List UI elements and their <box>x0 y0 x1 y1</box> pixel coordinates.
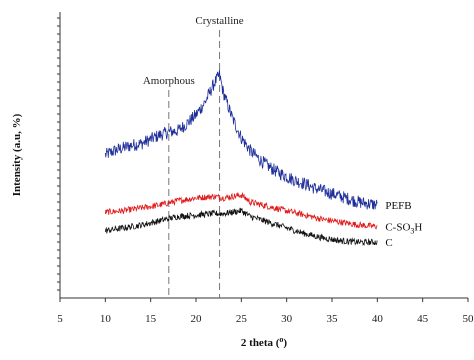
x-tick-label-10: 10 <box>100 313 112 325</box>
series-lines <box>104 69 378 247</box>
x-tick-label-35: 35 <box>327 313 339 325</box>
series-label-pefb: PEFB <box>385 200 411 212</box>
annotation-labels: Amorphous Crystalline <box>143 15 244 87</box>
x-tick-label-50: 50 <box>463 313 474 325</box>
y-axis-title: Intensity (a.u, %) <box>11 113 23 196</box>
annotation-lines <box>168 30 221 298</box>
x-axis-title: 2 theta (o) <box>241 335 288 349</box>
x-tick-label-45: 45 <box>417 313 429 325</box>
series-label-c: C <box>385 237 392 249</box>
x-tick-label-15: 15 <box>145 313 157 325</box>
x-tick-label-30: 30 <box>281 313 293 325</box>
series-line-c <box>104 207 378 247</box>
x-tick-label-25: 25 <box>236 313 248 325</box>
x-tick-labels: 5 10 15 20 25 30 35 40 45 50 <box>57 313 474 325</box>
annotation-label-crystalline: Crystalline <box>195 15 243 27</box>
annotation-label-amorphous: Amorphous <box>143 75 195 87</box>
series-line-pefb <box>104 69 378 210</box>
x-tick-label-5: 5 <box>57 313 63 325</box>
x-tick-label-20: 20 <box>191 313 203 325</box>
series-label-c-so3h: C-SO3H <box>385 222 422 236</box>
series-line-c-so3h <box>104 191 378 230</box>
y-axis-ticks <box>57 17 60 291</box>
x-tick-label-40: 40 <box>372 313 384 325</box>
x-axis-ticks <box>59 298 469 302</box>
